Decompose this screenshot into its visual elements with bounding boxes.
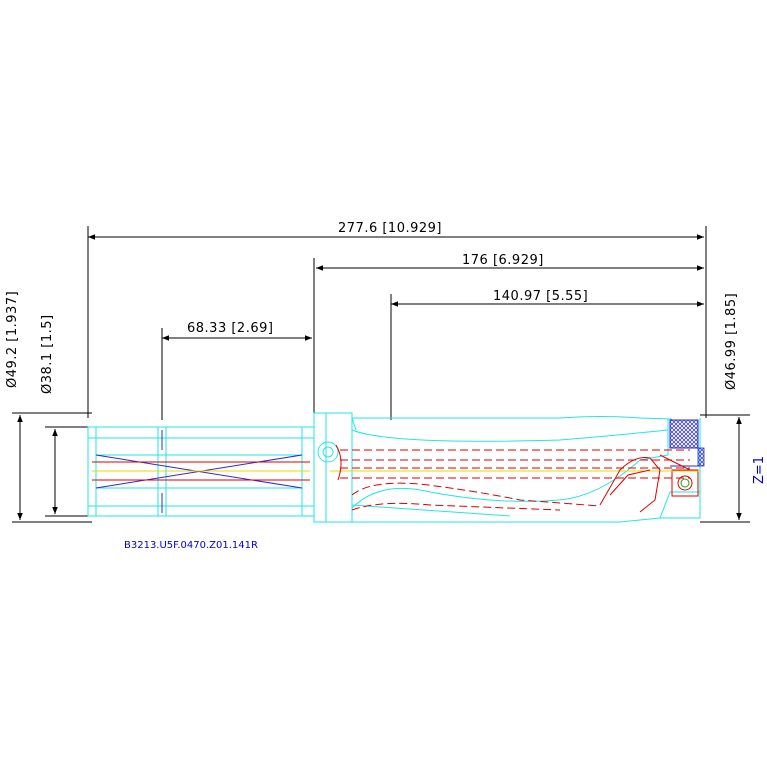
body-outline [313, 412, 701, 523]
body-length-label: 176 [6.929] [462, 253, 544, 268]
insert-pocket [669, 419, 705, 497]
shank-flat-mark [92, 430, 310, 513]
shank-length-label: 68.33 [2.69] [187, 321, 273, 336]
flutes-label: Z=1 [752, 456, 767, 484]
dimension-lines [12, 226, 750, 523]
drill-depth-label: 140.97 [5.55] [493, 289, 588, 304]
coolant-channels [330, 444, 700, 513]
drill-diameter-label: Ø46.99 [1.85] [724, 293, 739, 390]
shank-diameter-label: Ø38.1 [1.5] [40, 314, 55, 394]
flange-diameter-label: Ø49.2 [1.937] [5, 291, 20, 388]
overall-length-label: 277.6 [10.929] [338, 221, 442, 236]
part-number: B3213.U5F.0470.Z01.141R [124, 540, 258, 551]
